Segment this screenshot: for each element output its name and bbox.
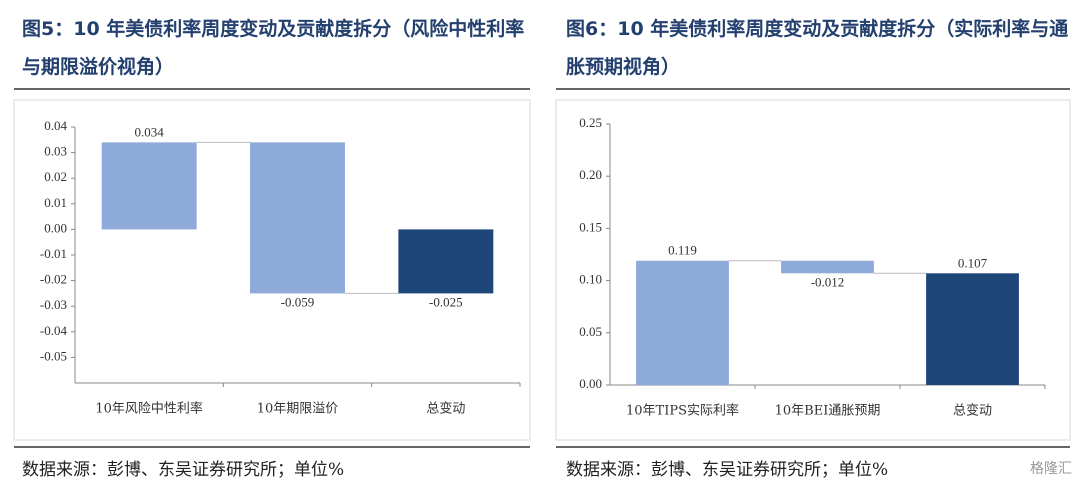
y-tick-label: -0.04 <box>40 323 68 338</box>
x-tick-label: 总变动 <box>426 401 465 417</box>
y-tick-label: -0.01 <box>40 246 67 261</box>
value-label: 0.107 <box>958 255 988 270</box>
x-tick-label: 10年TIPS实际利率 <box>626 403 739 419</box>
y-tick-label: 0.00 <box>44 220 67 235</box>
y-tick-label: 0.02 <box>44 169 67 184</box>
y-tick-label: 0.20 <box>579 167 602 182</box>
y-tick-label: 0.03 <box>44 144 67 159</box>
y-tick-label: 0.05 <box>579 324 602 339</box>
y-tick-label: 0.15 <box>579 219 602 234</box>
value-label: -0.012 <box>811 274 845 289</box>
source: 数据来源：彭博、东吴证券研究所；单位% <box>22 460 345 480</box>
bar <box>398 229 494 294</box>
chart-frame <box>13 99 531 441</box>
chart-title: 图5：10 年美债利率周度变动及贡献度拆分（风险中性利率与期限溢价视角） <box>22 18 525 78</box>
bar <box>926 273 1019 385</box>
y-tick-label: 0.00 <box>579 376 602 391</box>
y-tick-label: 0.25 <box>579 115 602 130</box>
value-label: 0.119 <box>668 243 697 258</box>
y-tick-label: -0.05 <box>40 348 67 363</box>
bar <box>636 260 729 385</box>
x-tick-label: 10年BEI通胀预期 <box>775 404 881 419</box>
y-tick-label: -0.02 <box>40 272 67 287</box>
bar <box>101 142 197 230</box>
value-label: -0.025 <box>429 294 463 309</box>
x-tick-label: 10年风险中性利率 <box>95 401 203 417</box>
x-tick-label: 10年期限溢价 <box>257 402 339 417</box>
y-tick-label: 0.01 <box>44 195 67 210</box>
bar <box>781 260 874 274</box>
y-tick-label: 0.10 <box>579 272 602 287</box>
value-label: -0.059 <box>281 294 315 309</box>
chart-frame <box>555 99 1071 441</box>
watermark: 格隆汇 <box>1030 461 1072 477</box>
chart-title: 图6：10 年美债利率周度变动及贡献度拆分（实际利率与通胀预期视角） <box>566 18 1069 78</box>
y-tick-label: -0.03 <box>40 297 67 312</box>
bar <box>250 142 345 294</box>
y-tick-label: 0.04 <box>44 118 67 133</box>
source: 数据来源：彭博、东吴证券研究所；单位% <box>566 460 889 480</box>
x-tick-label: 总变动 <box>953 403 992 419</box>
value-label: 0.034 <box>135 124 165 139</box>
